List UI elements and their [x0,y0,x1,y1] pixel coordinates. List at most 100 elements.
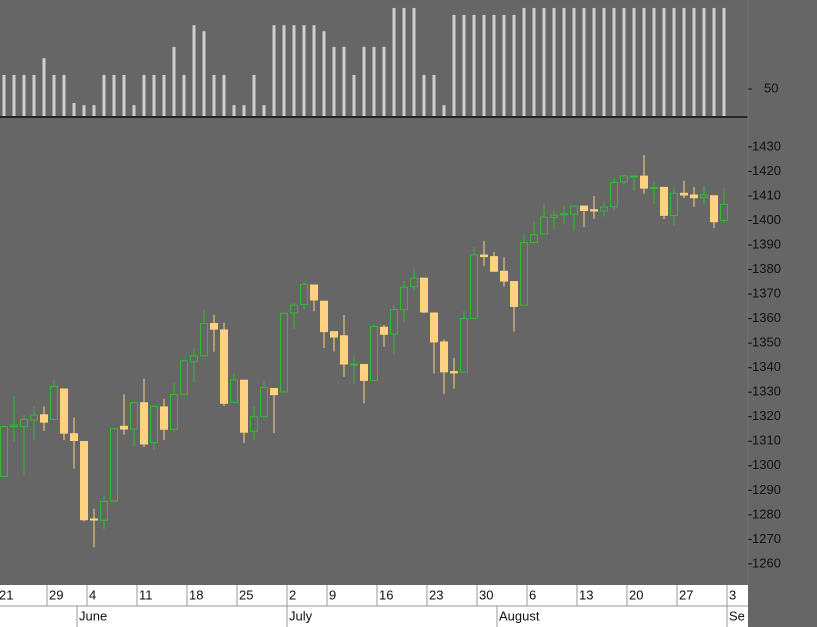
candle-body [630,175,638,178]
candle-body [370,325,378,381]
candle-body [360,363,368,381]
month-label: July [289,608,313,623]
indicator-bar [712,7,716,116]
candle-body [290,304,298,314]
indicator-bar [642,7,646,116]
indicator-bar [582,7,586,116]
y-tick-label: 1400 [752,212,781,227]
month-label: June [79,608,107,623]
candle-body [250,416,258,432]
candle-body [710,195,718,223]
indicator-bar [572,7,576,116]
indicator-bar [412,7,416,116]
indicator-bar [2,74,6,116]
candle-body [310,284,318,301]
x-tick-label: 27 [679,587,693,602]
candle-body [30,414,38,421]
y-tick-label: 1310 [752,433,781,448]
y-tick-label: 1300 [752,457,781,472]
indicator-bar [232,105,236,116]
x-tick-label: 6 [529,587,536,602]
y-tick-label: 1420 [752,163,781,178]
indicator-bar [42,58,46,116]
y-tick-label: 1430 [752,138,781,153]
y-tick-label: 50 [764,80,778,95]
candle-body [110,428,118,502]
x-tick-label: 4 [89,587,96,602]
x-tick-label: 2 [289,587,296,602]
candle-body [10,424,18,428]
indicator-bar [692,7,696,116]
indicator-bar [82,105,86,116]
month-label: Se [729,608,745,623]
indicator-bar [592,7,596,116]
candle-body [40,414,48,423]
indicator-bar [92,105,96,116]
indicator-bar [662,7,666,116]
candle-body [690,194,698,199]
candle-body [120,425,128,430]
candle-body [190,355,198,363]
candle-body [320,300,328,333]
y-tick-label: 1370 [752,286,781,301]
y-tick-label: 1270 [752,531,781,546]
indicator-bar [242,105,246,116]
candle-body [300,283,308,305]
y-tick-label: 1260 [752,555,781,570]
candle-body [0,426,8,477]
candle-body [540,216,548,235]
candle-body [490,256,498,272]
candle-body [520,242,528,306]
indicator-bar [142,74,146,116]
candle-body [660,186,668,216]
x-tick-label: 13 [579,587,593,602]
indicator-bar [302,25,306,117]
indicator-bar [112,74,116,116]
candle-body [50,385,58,420]
candle-body [670,192,678,217]
candle-body [70,433,78,442]
indicator-bar [622,7,626,116]
candle-body [450,371,458,374]
axis-cover [748,585,817,627]
candle-body [650,186,658,189]
candle-body [20,418,28,428]
candle-body [470,254,478,319]
month-label: August [499,608,540,623]
candle-body [410,277,418,288]
x-tick-label: 16 [379,587,393,602]
indicator-bar [382,46,386,117]
candle-body [700,194,708,199]
indicator-bar [422,74,426,116]
candle-body [510,281,518,307]
indicator-bar [182,74,186,116]
indicator-bar [522,7,526,116]
indicator-bar [452,14,456,116]
candle-body [530,234,538,244]
indicator-bar [392,7,396,116]
x-tick-label: 23 [429,587,443,602]
candle-body [590,209,598,212]
candle-body [680,192,688,196]
candle-body [400,286,408,311]
indicator-bar [442,105,446,116]
indicator-bar [362,46,366,117]
candle-body [390,309,398,335]
indicator-bar [12,74,16,116]
indicator-bar [372,46,376,117]
candle-body [60,388,68,434]
indicator-bar [612,7,616,116]
x-tick-label: 9 [329,587,336,602]
y-tick-label: 1280 [752,506,781,521]
indicator-bar [132,105,136,116]
candle-body [430,312,438,343]
indicator-bar [402,7,406,116]
candle-body [260,387,268,418]
indicator-bar [62,74,66,116]
candle-body [180,360,188,395]
candle-body [240,379,248,433]
candle-body [100,500,108,521]
indicator-bar [432,74,436,116]
indicator-bar [702,7,706,116]
